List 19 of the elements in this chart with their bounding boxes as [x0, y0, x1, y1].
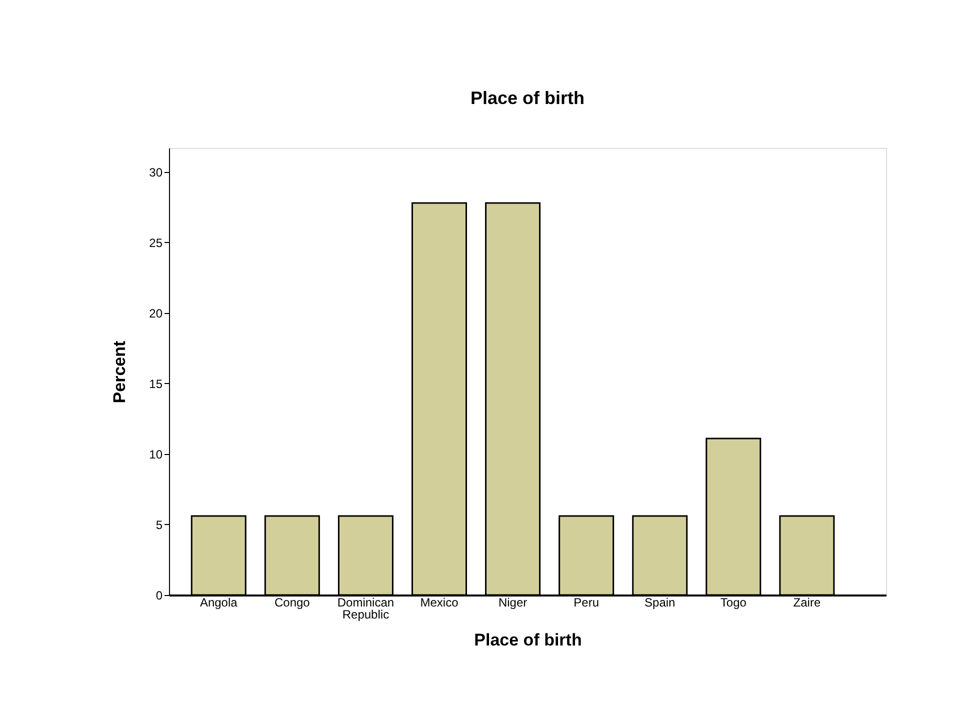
chart-title: Place of birth [470, 88, 585, 108]
x-tick-label: Dominican Republic [337, 596, 394, 622]
y-tick-label: 5 [156, 518, 163, 532]
y-tick-label: 15 [149, 376, 163, 391]
x-tick-label: Congo [274, 596, 310, 610]
y-tick-label: 20 [149, 306, 163, 320]
y-tick-label: 10 [149, 447, 163, 462]
x-tick-label: Zaire [793, 596, 821, 610]
x-tick-label: Peru [574, 596, 600, 610]
x-tick-label: Angola [200, 596, 238, 610]
x-tick-label: Spain [644, 596, 676, 610]
x-tick-label: Togo [720, 596, 747, 610]
y-tick-label: 30 [149, 165, 163, 180]
x-tick-label: Niger [498, 596, 528, 610]
y-tick-label: 25 [149, 236, 163, 250]
x-axis-title: Place of birth [474, 630, 582, 650]
x-tick-label: Mexico [420, 596, 459, 610]
y-axis-title: Percent [110, 340, 130, 404]
y-tick-label: 0 [156, 588, 163, 602]
